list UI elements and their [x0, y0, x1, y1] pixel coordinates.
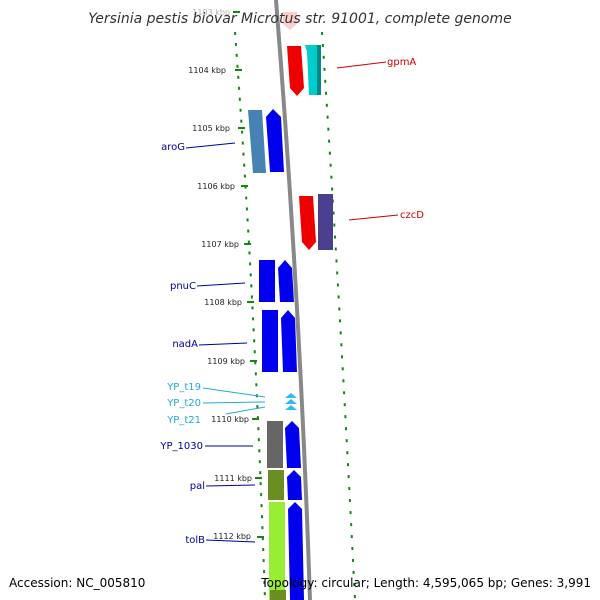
map-title: Yersinia pestis biovar Microtus str. 910… [88, 11, 511, 27]
cyan-feature-shade [317, 45, 321, 95]
slate-feature [318, 194, 333, 250]
kbp-label: 1111 kbp [214, 474, 252, 483]
YP_1030-feature [285, 421, 301, 468]
aroG-connector [185, 142, 236, 149]
olive-feature [268, 470, 284, 500]
czcD-feature [299, 196, 316, 250]
trna-YP_t20 [285, 399, 297, 404]
trna-YP_t19 [285, 393, 297, 398]
kbp-labels: 1103 kbp 1104 kbp 1105 kbp 1106 kbp 1107… [188, 8, 252, 541]
gene-labels: gpmA aroG czcD pnuC nadA YP_t19 YP_t20 Y… [159, 57, 424, 546]
pnuC-feature [259, 260, 275, 302]
gene-label-pnuC: pnuC [170, 281, 196, 292]
pnuC-connector [196, 282, 246, 287]
major-ticks [233, 11, 264, 538]
kbp-label: 1112 kbp [213, 532, 251, 541]
topology-text: Topology: circular; Length: 4,595,065 bp… [260, 576, 591, 590]
inner-tick-rail [234, 31, 266, 600]
YP_t19-connector [202, 387, 266, 398]
pnuC-arrow [278, 260, 294, 302]
gene-label-tolB: tolB [185, 535, 205, 546]
gene-label-YP_1030: YP_1030 [159, 441, 203, 452]
nadA-feature [262, 310, 278, 372]
gray-feature [267, 421, 283, 468]
aroG-feature [248, 110, 266, 173]
gene-label-pal: pal [190, 481, 205, 492]
gene-label-gpmA: gpmA [387, 57, 416, 68]
faded-feature [283, 12, 297, 30]
outer-tick-rail [321, 31, 356, 600]
gene-label-aroG: aroG [161, 142, 185, 153]
tolB-feature [288, 502, 304, 600]
kbp-label: 1109 kbp [207, 357, 245, 366]
gene-features [248, 12, 333, 600]
genome-backbone [274, 0, 312, 600]
gene-label-YP_t19: YP_t19 [166, 382, 201, 393]
gpmA-feature [287, 46, 304, 96]
label-connectors [185, 61, 399, 543]
tolB-connector [205, 539, 256, 543]
accession-text: Accession: NC_005810 [9, 576, 145, 590]
kbp-label: 1104 kbp [188, 66, 226, 75]
gene-label-YP_t21: YP_t21 [166, 415, 201, 426]
kbp-label: 1106 kbp [197, 182, 235, 191]
kbp-label: 1103 kbp [192, 8, 230, 17]
lime-feature [269, 502, 285, 600]
gpmA-connector [336, 61, 387, 69]
pal-connector [205, 484, 256, 487]
kbp-label: 1108 kbp [204, 298, 242, 307]
trna-YP_t21 [285, 405, 297, 410]
olive-lower-feature [270, 590, 286, 600]
kbp-label: 1105 kbp [192, 124, 230, 133]
blue-feature [266, 109, 284, 172]
czcD-connector [348, 214, 399, 221]
YP_t20-connector [202, 401, 266, 404]
gene-label-YP_t20: YP_t20 [166, 398, 201, 409]
gene-label-czcD: czcD [400, 210, 424, 221]
YP_t21-connector [225, 406, 266, 415]
pal-feature [287, 470, 302, 500]
kbp-label: 1107 kbp [201, 240, 239, 249]
kbp-label: 1110 kbp [211, 415, 249, 424]
gene-label-nadA: nadA [172, 339, 198, 350]
nadA-arrow [281, 310, 297, 372]
nadA-connector [198, 342, 248, 346]
